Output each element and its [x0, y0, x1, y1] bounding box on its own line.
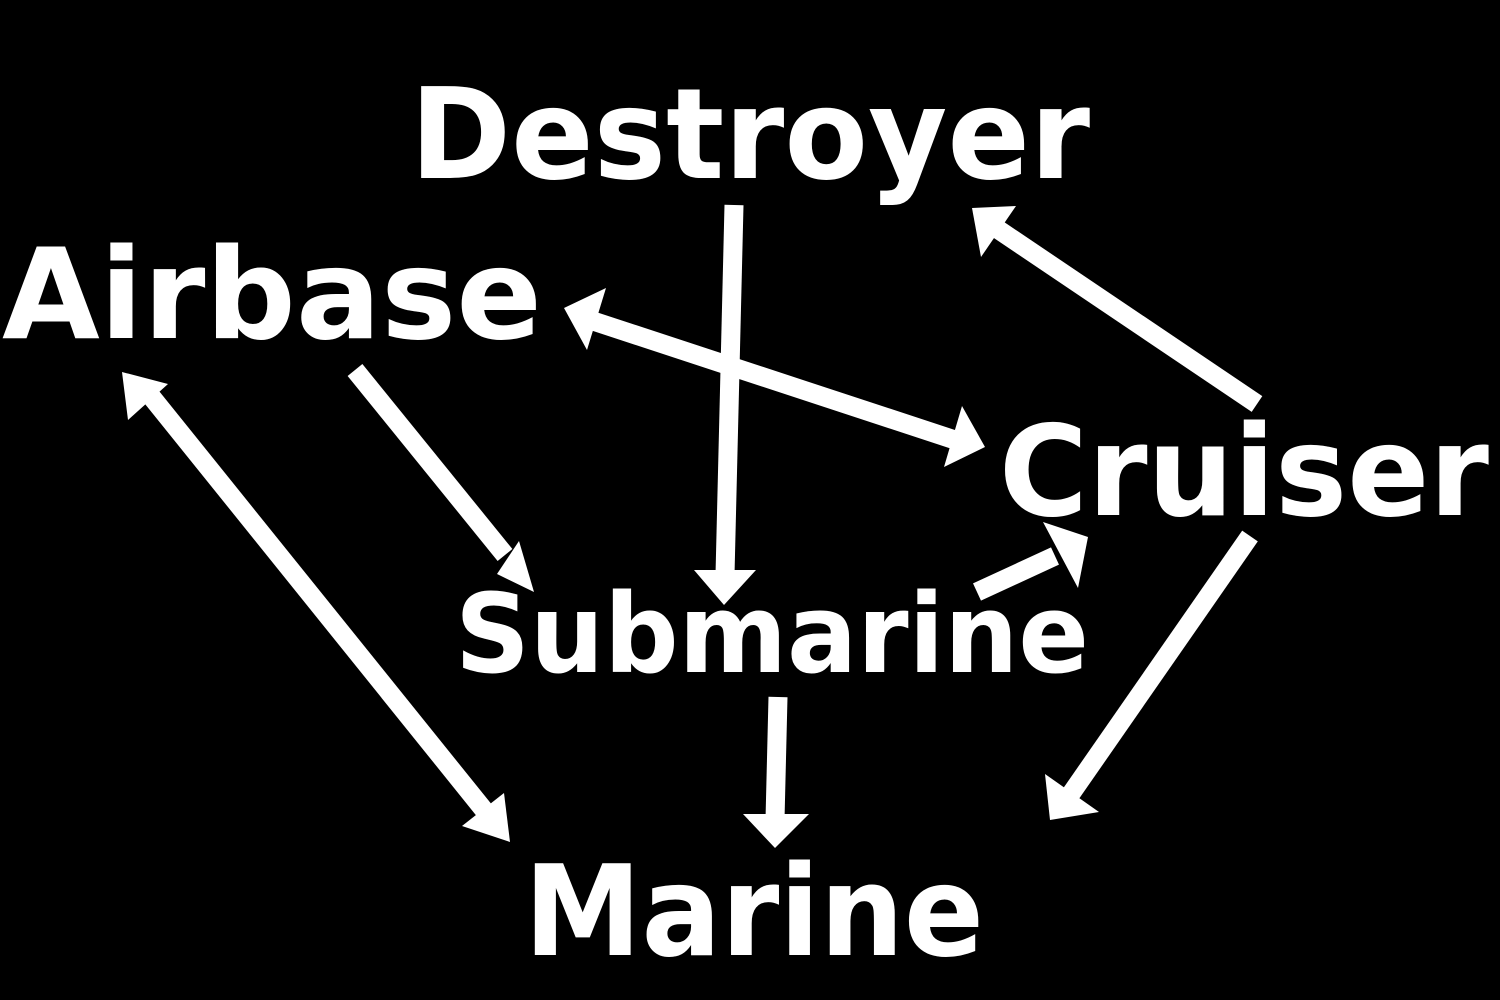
edge-airbase-cruiser-bidirectional — [564, 288, 985, 467]
edge-shaft — [1060, 530, 1258, 804]
arrowhead-icon — [122, 372, 168, 420]
arrowhead-icon — [1043, 522, 1088, 588]
arrowhead-icon — [694, 570, 756, 605]
edge-shaft — [347, 364, 513, 561]
edge-destroyer-to-submarine — [694, 204, 756, 605]
edge-shaft — [973, 547, 1059, 601]
arrowhead-icon — [564, 288, 606, 350]
arrowhead-icon — [743, 814, 809, 848]
edge-shaft — [587, 310, 958, 450]
edge-airbase-to-submarine — [347, 364, 534, 592]
arrowhead-icon — [462, 793, 510, 842]
node-airbase: Airbase — [2, 221, 542, 368]
arrowhead-icon — [972, 206, 1016, 257]
edge-airbase-marine-bidirectional — [122, 372, 510, 842]
arrowhead-icon — [944, 406, 985, 467]
edge-submarine-to-marine — [743, 696, 809, 848]
edge-shaft — [765, 696, 788, 821]
edge-shaft — [142, 389, 496, 821]
node-marine: Marine — [524, 838, 984, 985]
arrowhead-icon — [497, 541, 534, 592]
edge-submarine-to-cruiser — [973, 522, 1088, 601]
node-cruiser: Cruiser — [999, 398, 1489, 545]
edge-shaft — [715, 204, 744, 576]
edge-cruiser-to-marine — [1045, 530, 1258, 820]
edge-shaft — [990, 220, 1263, 412]
edge-cruiser-to-destroyer — [972, 206, 1263, 412]
arrowhead-icon — [1045, 774, 1099, 820]
node-destroyer: Destroyer — [410, 61, 1090, 208]
